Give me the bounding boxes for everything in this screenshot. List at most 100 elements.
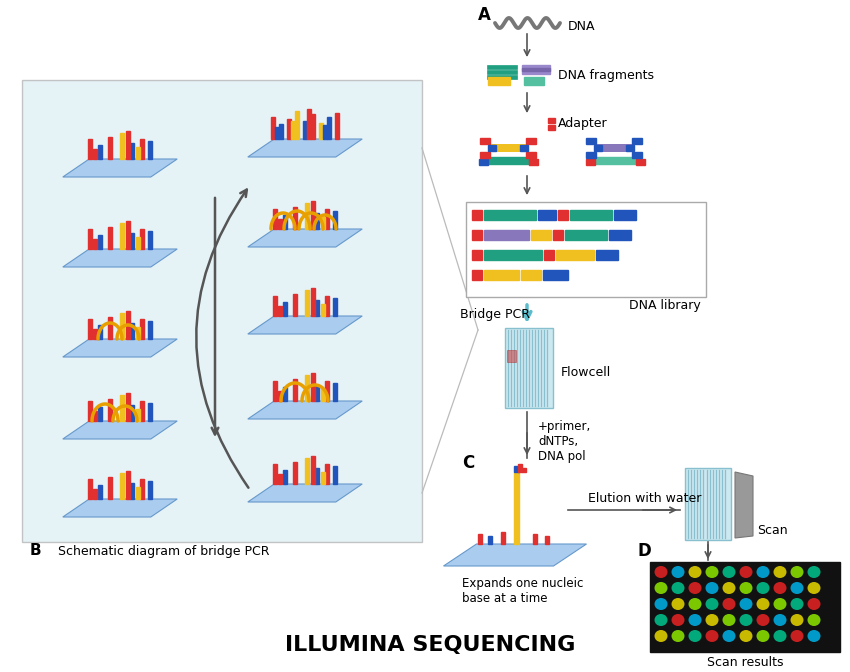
Ellipse shape <box>790 598 803 610</box>
Bar <box>533 534 537 544</box>
Ellipse shape <box>688 614 701 626</box>
Bar <box>596 250 618 260</box>
Bar <box>335 113 339 139</box>
Bar <box>99 235 102 249</box>
Text: DNA: DNA <box>568 19 596 32</box>
Ellipse shape <box>706 582 718 594</box>
Bar <box>140 319 144 339</box>
Bar <box>120 223 124 249</box>
Bar <box>524 77 544 85</box>
Bar <box>315 213 319 229</box>
Bar <box>480 138 490 144</box>
Bar <box>333 298 337 316</box>
Bar <box>321 304 325 316</box>
Bar <box>127 311 130 339</box>
Bar <box>484 230 529 240</box>
Bar <box>140 139 144 159</box>
Bar <box>484 210 536 220</box>
Bar <box>88 319 92 339</box>
Bar <box>472 270 482 280</box>
Ellipse shape <box>808 582 820 594</box>
Bar <box>108 399 111 421</box>
Bar <box>127 471 130 499</box>
Bar <box>99 407 102 421</box>
Bar <box>148 231 152 249</box>
Bar <box>311 373 314 401</box>
Ellipse shape <box>722 598 735 610</box>
Ellipse shape <box>756 630 769 642</box>
Ellipse shape <box>790 630 803 642</box>
Bar <box>130 233 133 249</box>
Bar <box>558 210 568 220</box>
Ellipse shape <box>740 614 752 626</box>
Bar <box>487 75 517 79</box>
Bar <box>88 229 92 249</box>
Bar <box>278 306 281 316</box>
Ellipse shape <box>756 598 769 610</box>
Bar <box>478 534 482 544</box>
Bar <box>303 121 307 139</box>
Bar <box>94 329 97 339</box>
Ellipse shape <box>654 566 667 578</box>
Text: Elution with water: Elution with water <box>588 492 701 505</box>
Text: ILLUMINA SEQUENCING: ILLUMINA SEQUENCING <box>285 635 575 655</box>
Bar <box>507 350 516 362</box>
Ellipse shape <box>808 630 820 642</box>
Bar <box>488 144 528 152</box>
Polygon shape <box>248 316 362 334</box>
Bar <box>487 65 517 69</box>
Text: Scan: Scan <box>757 523 788 536</box>
Bar <box>94 239 97 249</box>
Text: D: D <box>638 542 652 560</box>
Bar <box>136 327 139 339</box>
Bar <box>545 536 549 544</box>
Bar <box>315 300 319 316</box>
Bar <box>273 464 277 484</box>
Ellipse shape <box>756 614 769 626</box>
Bar <box>273 296 277 316</box>
Bar <box>136 487 139 499</box>
Bar <box>307 109 311 139</box>
Bar <box>632 152 642 158</box>
Bar <box>333 466 337 484</box>
Bar <box>120 313 124 339</box>
Bar <box>614 210 636 220</box>
Bar <box>278 219 281 229</box>
Ellipse shape <box>740 598 752 610</box>
Bar <box>472 250 482 260</box>
Bar <box>283 302 286 316</box>
Bar <box>108 227 111 249</box>
Bar <box>544 250 554 260</box>
Text: Flowcell: Flowcell <box>561 366 611 380</box>
Bar <box>127 221 130 249</box>
Bar <box>305 375 309 401</box>
Bar <box>136 237 139 249</box>
Bar <box>320 123 323 139</box>
Bar <box>99 145 102 159</box>
Bar <box>479 159 488 165</box>
Bar <box>484 250 542 260</box>
Bar <box>148 321 152 339</box>
Ellipse shape <box>654 630 667 642</box>
Ellipse shape <box>688 566 701 578</box>
Bar <box>321 217 325 229</box>
Ellipse shape <box>706 566 718 578</box>
Bar <box>275 127 279 139</box>
Bar <box>280 124 283 139</box>
Bar <box>326 209 329 229</box>
Bar <box>136 147 139 159</box>
Bar <box>148 481 152 499</box>
Ellipse shape <box>756 582 769 594</box>
Bar <box>273 381 277 401</box>
Polygon shape <box>63 339 177 357</box>
Polygon shape <box>735 472 753 538</box>
Bar <box>108 137 111 159</box>
Bar <box>556 250 594 260</box>
Ellipse shape <box>706 630 718 642</box>
Text: +primer,
dNTPs,
DNA pol: +primer, dNTPs, DNA pol <box>538 420 592 463</box>
Bar <box>488 536 492 544</box>
Bar <box>626 145 634 151</box>
Bar <box>127 393 130 421</box>
Ellipse shape <box>740 582 752 594</box>
Bar <box>295 111 298 139</box>
